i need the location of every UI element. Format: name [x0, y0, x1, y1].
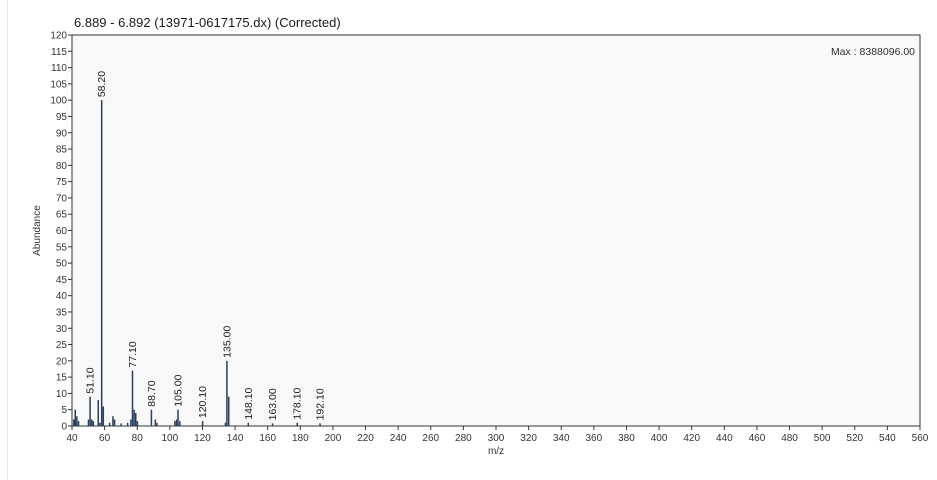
peak-label-5: 120.10 — [197, 386, 209, 418]
y-tick-label-7: 35 — [56, 307, 68, 318]
x-tick-label-26: 560 — [912, 433, 929, 444]
x-tick-label-15: 340 — [553, 433, 570, 444]
y-tick-label-5: 25 — [56, 340, 68, 351]
y-tick-label-10: 50 — [56, 259, 68, 270]
y-tick-label-15: 75 — [56, 177, 68, 188]
peak-label-0: 51.10 — [85, 367, 97, 393]
max-abundance-label: Max : 8388096.00 — [831, 46, 915, 58]
y-tick-label-22: 110 — [51, 63, 67, 74]
x-tick-label-20: 440 — [716, 433, 733, 444]
peak-label-2: 77.10 — [127, 341, 139, 367]
x-tick-label-19: 420 — [683, 433, 700, 444]
y-tick-label-16: 80 — [56, 161, 68, 172]
plot-area — [71, 34, 921, 427]
x-tick-label-0: 40 — [66, 433, 78, 444]
chart-title: 6.889 - 6.892 (13971-0617175.dx) (Correc… — [74, 15, 341, 30]
x-tick-label-23: 500 — [814, 433, 831, 444]
y-tick-label-1: 5 — [61, 405, 67, 416]
x-tick-label-3: 100 — [162, 433, 179, 444]
x-tick-label-2: 80 — [132, 433, 144, 444]
x-tick-label-17: 380 — [618, 433, 635, 444]
peak-label-1: 58.20 — [96, 71, 108, 97]
x-tick-label-11: 260 — [422, 433, 439, 444]
page-frame-line — [7, 0, 8, 480]
x-axis: 40 60 80 100 120 140 160 180 200 220 240 260 280 300 3… — [66, 426, 929, 444]
y-tick-label-4: 20 — [56, 356, 68, 367]
y-tick-label-8: 40 — [56, 291, 68, 302]
x-tick-label-1: 60 — [99, 433, 111, 444]
x-tick-label-5: 140 — [227, 433, 244, 444]
x-tick-label-10: 240 — [390, 433, 407, 444]
spectrum-peaks — [73, 100, 321, 426]
y-tick-label-13: 65 — [56, 210, 68, 221]
x-tick-label-7: 180 — [292, 433, 309, 444]
x-tick-label-25: 540 — [879, 433, 896, 444]
x-tick-label-16: 360 — [586, 433, 603, 444]
x-axis-title: m/z — [488, 446, 504, 457]
y-tick-label-24: 120 — [50, 31, 67, 42]
y-tick-label-9: 45 — [56, 275, 68, 286]
y-tick-label-18: 90 — [56, 128, 68, 139]
y-tick-label-23: 115 — [51, 47, 67, 58]
y-tick-label-3: 15 — [56, 373, 68, 384]
y-tick-label-2: 10 — [56, 389, 68, 400]
x-tick-label-22: 480 — [781, 433, 798, 444]
x-tick-label-12: 280 — [455, 433, 472, 444]
y-tick-label-21: 105 — [50, 79, 67, 90]
x-tick-label-14: 320 — [520, 433, 537, 444]
x-tick-label-6: 160 — [259, 433, 276, 444]
y-tick-label-12: 60 — [56, 226, 68, 237]
x-tick-label-18: 400 — [651, 433, 668, 444]
peak-labels: 51.10 58.20 77.10 88.70 105.00 120.10 135.00 14… — [85, 71, 327, 421]
x-tick-label-4: 120 — [194, 433, 211, 444]
x-tick-label-9: 220 — [357, 433, 374, 444]
peak-label-3: 88.70 — [146, 380, 158, 406]
y-tick-label-0: 0 — [61, 422, 67, 433]
y-tick-label-6: 30 — [56, 324, 68, 335]
peak-label-4: 105.00 — [173, 374, 185, 406]
x-tick-label-24: 520 — [846, 433, 863, 444]
peak-label-7: 148.10 — [243, 387, 255, 419]
x-tick-label-21: 460 — [749, 433, 766, 444]
peak-label-6: 135.00 — [221, 326, 233, 358]
x-tick-label-13: 300 — [488, 433, 505, 444]
y-tick-label-14: 70 — [56, 193, 68, 204]
peak-label-9: 178.10 — [292, 387, 304, 419]
y-tick-label-11: 55 — [56, 242, 68, 253]
y-axis-title: Abundance — [32, 205, 43, 256]
y-axis: 0 5 10 15 20 25 30 35 40 45 50 55 60 65 70 75 80 85 90 95 10… — [50, 31, 72, 433]
peak-label-10: 192.10 — [315, 388, 327, 420]
x-tick-label-8: 200 — [325, 433, 342, 444]
y-tick-label-17: 85 — [56, 145, 68, 156]
y-tick-label-20: 100 — [50, 96, 67, 107]
y-tick-label-19: 95 — [56, 112, 68, 123]
peak-label-8: 163.00 — [267, 388, 279, 420]
